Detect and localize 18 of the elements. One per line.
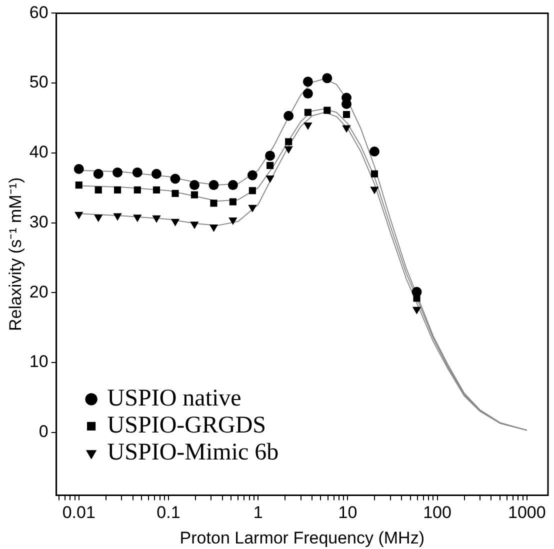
y-tick-label: 30: [29, 212, 48, 232]
x-tick-label: 1: [253, 503, 263, 522]
x-axis-title: Proton Larmor Frequency (MHz): [180, 528, 424, 548]
x-tick-label: 1000: [508, 503, 546, 522]
legend-label: USPIO-GRGDS: [107, 412, 266, 438]
y-tick-label: 50: [29, 72, 48, 92]
x-tick-label: 0.1: [156, 503, 180, 522]
y-tick-label: 0: [38, 422, 48, 442]
x-tick-label: 100: [423, 503, 452, 522]
legend-label: USPIO-Mimic 6b: [107, 439, 279, 466]
x-tick-label: 0.01: [62, 503, 96, 522]
y-axis-title: Relaxivity (s⁻¹ mM⁻¹): [6, 177, 25, 332]
legend-label: USPIO native: [107, 385, 242, 412]
y-tick-label: 10: [29, 352, 48, 372]
x-tick-label: 10: [338, 503, 358, 522]
y-tick-label: 20: [29, 282, 48, 302]
y-tick-label: 60: [29, 2, 48, 22]
y-tick-label: 40: [29, 142, 48, 162]
